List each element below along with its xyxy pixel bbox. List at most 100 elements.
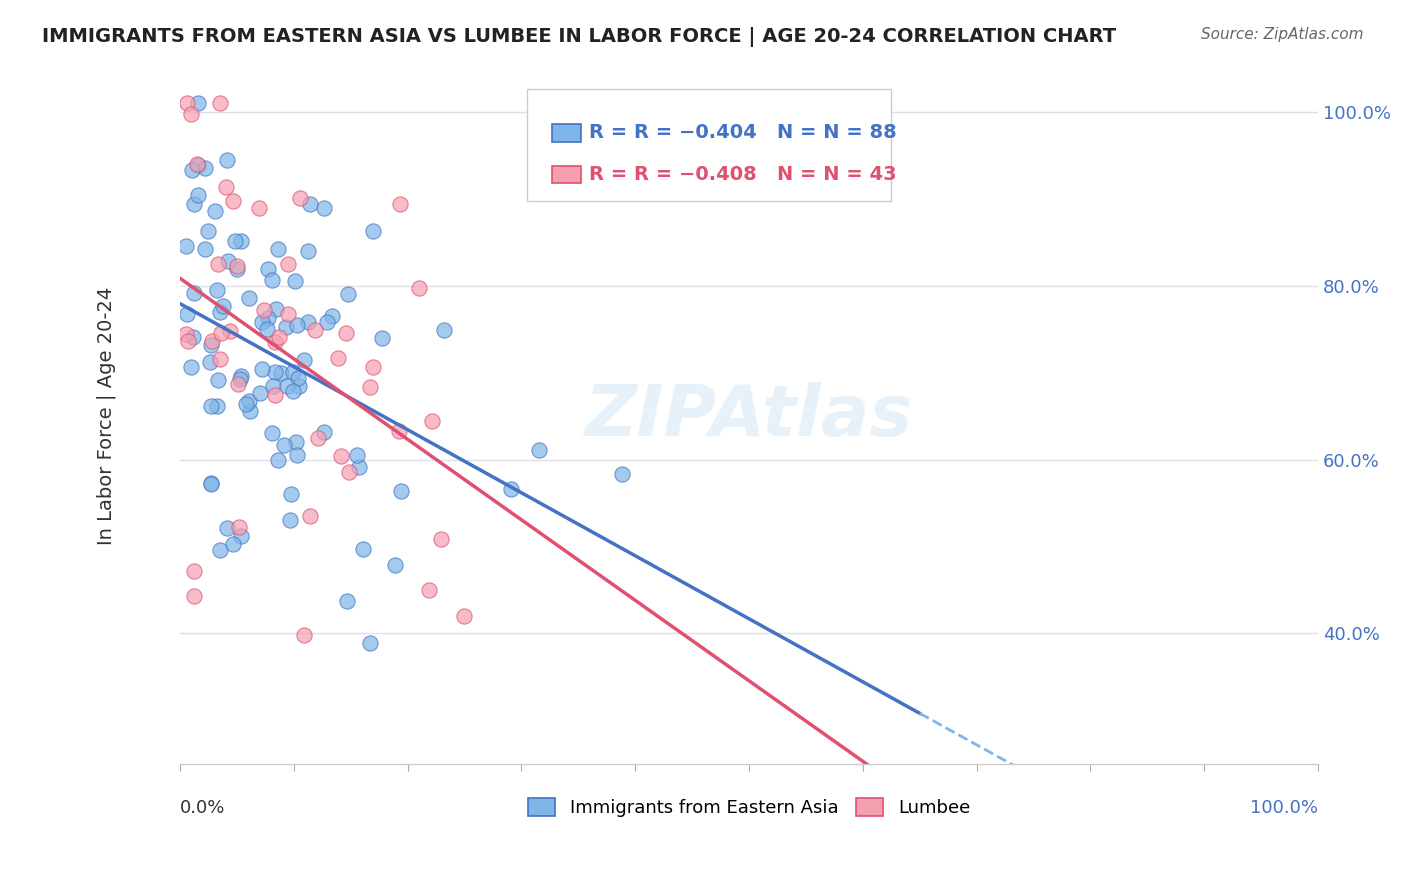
Point (200, 476, 222, 491)
Point (228, 520, 250, 534)
Point (280, 513, 302, 527)
Point (176, 96, 198, 111)
Point (215, 521, 238, 535)
Text: 100.0%: 100.0% (1250, 798, 1319, 816)
Point (389, 483, 412, 498)
Point (307, 431, 329, 445)
Point (363, 359, 385, 374)
Text: 0.0%: 0.0% (180, 798, 225, 816)
Point (267, 453, 290, 467)
Point (304, 322, 326, 336)
Point (285, 434, 308, 449)
Point (337, 465, 360, 479)
Point (361, 224, 384, 238)
Point (212, 299, 235, 313)
Point (209, 305, 232, 319)
Point (292, 627, 315, 641)
Point (209, 326, 232, 340)
Point (285, 318, 308, 332)
Point (384, 558, 406, 573)
Point (256, 322, 278, 336)
Point (260, 425, 283, 440)
Point (209, 352, 232, 367)
Point (229, 371, 252, 385)
Point (207, 257, 229, 271)
Point (287, 370, 309, 384)
Text: R = R = −0.404   N = N = 88: R = R = −0.404 N = N = 88 (589, 123, 896, 142)
Point (346, 448, 368, 462)
Point (276, 320, 298, 334)
Point (231, 529, 253, 543)
FancyBboxPatch shape (553, 124, 581, 142)
Point (187, 187, 209, 202)
Point (235, 396, 257, 410)
Text: Source: ZipAtlas.com: Source: ZipAtlas.com (1201, 27, 1364, 42)
Point (215, 180, 238, 194)
Point (208, 96, 231, 111)
Point (267, 330, 290, 344)
FancyBboxPatch shape (527, 89, 891, 201)
Point (249, 386, 271, 401)
Point (180, 359, 202, 374)
Point (250, 315, 273, 329)
Point (238, 291, 260, 305)
Point (263, 334, 285, 349)
Point (288, 379, 311, 393)
Point (297, 315, 319, 329)
Point (326, 351, 349, 366)
Point (224, 234, 246, 248)
Point (253, 302, 276, 317)
Text: In Labor Force | Age 20-24: In Labor Force | Age 20-24 (96, 287, 115, 545)
Point (183, 589, 205, 603)
Point (312, 201, 335, 215)
Point (262, 379, 284, 393)
Legend: Immigrants from Eastern Asia, Lumbee: Immigrants from Eastern Asia, Lumbee (520, 790, 977, 824)
Point (321, 310, 343, 324)
Point (273, 438, 295, 452)
Point (359, 636, 381, 650)
Point (453, 609, 475, 624)
FancyBboxPatch shape (553, 166, 581, 183)
Point (281, 365, 304, 379)
Point (352, 542, 374, 557)
Point (222, 194, 245, 208)
Point (316, 315, 339, 329)
Point (349, 460, 371, 475)
Point (207, 373, 229, 387)
Point (335, 326, 357, 340)
Point (204, 204, 226, 219)
Point (201, 334, 224, 348)
Point (183, 564, 205, 578)
Text: R = R = −0.408   N = N = 43: R = R = −0.408 N = N = 43 (589, 165, 896, 184)
Point (180, 107, 202, 121)
Point (270, 366, 292, 380)
Text: ZIPAtlas: ZIPAtlas (585, 382, 914, 450)
Point (262, 272, 284, 286)
Point (200, 338, 222, 352)
Point (181, 329, 204, 343)
Point (238, 393, 260, 408)
Point (330, 449, 353, 463)
Point (231, 369, 253, 384)
Text: IMMIGRANTS FROM EASTERN ASIA VS LUMBEE IN LABOR FORCE | AGE 20-24 CORRELATION CH: IMMIGRANTS FROM EASTERN ASIA VS LUMBEE I… (42, 27, 1116, 46)
Point (217, 253, 239, 268)
Point (257, 311, 280, 326)
Point (418, 582, 440, 597)
Point (430, 532, 453, 546)
Point (283, 384, 305, 398)
Point (501, 482, 523, 496)
Point (266, 301, 288, 316)
Point (388, 424, 411, 438)
Point (284, 275, 307, 289)
Point (183, 286, 205, 301)
Point (276, 378, 298, 392)
Point (263, 365, 285, 379)
Point (297, 244, 319, 258)
Point (229, 234, 252, 248)
Point (280, 487, 302, 501)
Point (180, 162, 202, 177)
Point (205, 283, 228, 297)
Point (226, 377, 249, 392)
Point (249, 201, 271, 215)
Point (225, 262, 247, 277)
